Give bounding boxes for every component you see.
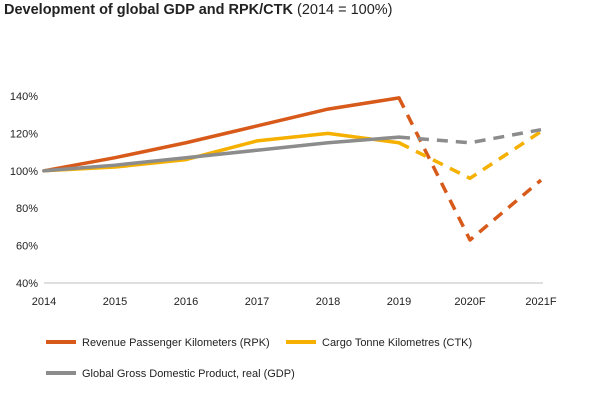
legend-label-ctk: Cargo Tonne Kilometres (CTK) (322, 337, 472, 349)
y-tick-label: 80% (16, 203, 38, 215)
x-tick-label: 2018 (316, 296, 340, 308)
series-forecast-line-gdp (398, 127, 542, 145)
legend-label-gdp: Global Gross Domestic Product, real (GDP… (82, 368, 295, 380)
x-tick-label: 2015 (103, 296, 127, 308)
chart-title-main: Development of global GDP and RPK/CTK (4, 2, 293, 18)
series-line-gdp (42, 135, 401, 173)
x-tick-label: 2016 (174, 296, 198, 308)
series-line-rpk (42, 96, 401, 173)
x-tick-label: 2014 (32, 296, 56, 308)
x-tick-label: 2021F (525, 296, 556, 308)
y-tick-label: 60% (16, 241, 38, 253)
x-tick-label: 2020F (454, 296, 485, 308)
chart-title-suffix: (2014 = 100%) (296, 2, 393, 18)
chart-title: Development of global GDP and RPK/CTK (2… (4, 2, 393, 18)
legend-label-rpk: Revenue Passenger Kilometers (RPK) (82, 337, 270, 349)
y-tick-label: 100% (10, 166, 38, 178)
y-tick-label: 40% (16, 278, 38, 290)
series-forecast-line-ctk (398, 130, 542, 181)
y-tick-label: 120% (10, 128, 38, 140)
x-tick-label: 2017 (245, 296, 269, 308)
y-tick-label: 140% (10, 91, 38, 103)
x-tick-label: 2019 (387, 296, 411, 308)
series-forecast-line-rpk (397, 97, 543, 242)
